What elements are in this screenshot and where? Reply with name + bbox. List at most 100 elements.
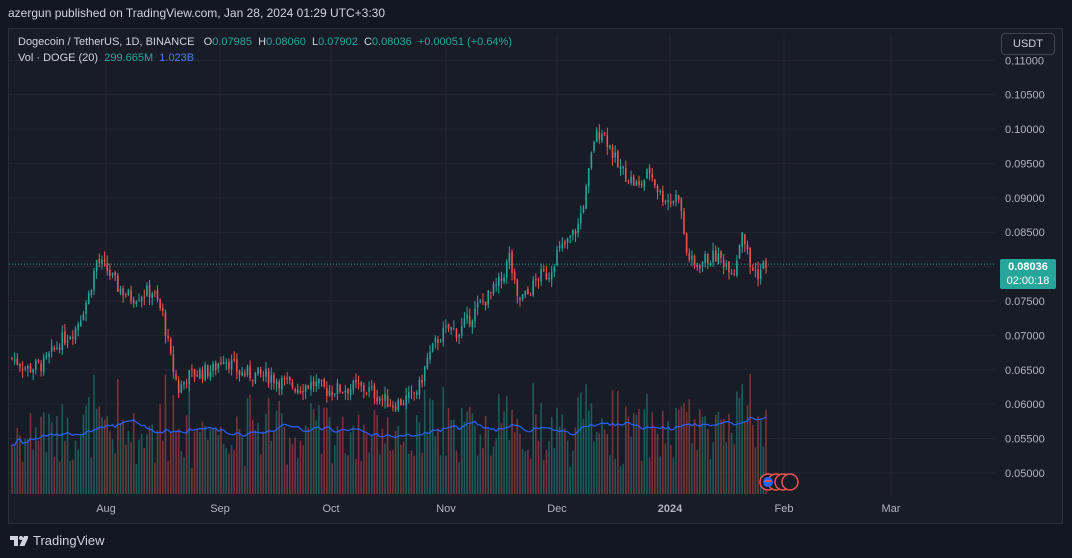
volume-bar <box>323 407 325 494</box>
volume-bar <box>341 416 344 494</box>
candle-body <box>164 312 167 336</box>
x-tick-label: Feb <box>775 503 794 515</box>
currency-button[interactable]: USDT <box>1001 33 1055 55</box>
y-tick-label: 0.10500 <box>1005 90 1045 102</box>
volume-bar <box>746 405 749 494</box>
candle-body <box>286 377 288 380</box>
volume-bar <box>230 445 233 494</box>
volume-bar <box>336 426 339 494</box>
volume-bar <box>302 445 304 494</box>
volume-bar <box>35 427 37 494</box>
candle-body <box>685 233 688 253</box>
volume-bar <box>365 434 368 494</box>
volume-bar <box>439 455 442 494</box>
volume-bar <box>680 406 683 494</box>
volume-bar <box>632 413 635 494</box>
candle-body <box>643 179 646 188</box>
x-tick-label: Dec <box>547 503 567 515</box>
volume-bar <box>291 444 294 494</box>
candle-body <box>318 379 320 384</box>
volume-bar <box>206 439 209 494</box>
tradingview-brand[interactable]: TradingView <box>10 533 105 548</box>
candle-body <box>659 190 661 193</box>
volume-bar <box>106 416 109 494</box>
volume-bar <box>117 379 119 494</box>
candle-body <box>593 142 595 151</box>
event-marker-icon <box>781 473 799 491</box>
volume-bar <box>648 457 651 494</box>
volume-bar <box>730 432 733 494</box>
candle-body <box>503 277 505 283</box>
volume-bar <box>357 414 360 494</box>
candle-body <box>450 326 452 331</box>
volume-bar <box>627 416 630 494</box>
candle-body <box>426 357 429 369</box>
candle-body <box>299 391 302 393</box>
candle-body <box>725 263 728 267</box>
candle-body <box>225 362 228 365</box>
volume-bar <box>442 386 445 494</box>
volume-bar <box>363 424 365 494</box>
volume-bar <box>87 397 90 494</box>
y-tick-label: 0.09000 <box>1005 193 1045 205</box>
candle-body <box>759 269 762 280</box>
candle-body <box>389 405 392 407</box>
candle-body <box>442 328 445 342</box>
volume-bar <box>45 452 48 494</box>
candle-body <box>648 167 651 173</box>
candle-body <box>408 392 410 398</box>
volume-bar <box>685 412 688 494</box>
candle-body <box>757 269 759 280</box>
candle-body <box>339 384 341 393</box>
volume-bar <box>585 384 587 494</box>
volume-bar <box>712 442 714 494</box>
volume-bar <box>119 423 122 494</box>
volume-bar <box>82 414 85 494</box>
candle-body <box>244 373 246 376</box>
volume-bar <box>495 438 497 494</box>
candle-body <box>193 369 196 377</box>
x-tick-label: Sep <box>210 503 230 515</box>
volume-bar <box>609 455 611 494</box>
volume-bar <box>392 450 394 494</box>
volume-bar <box>659 456 661 494</box>
candle-body <box>378 398 381 401</box>
volume-bar <box>474 425 476 494</box>
volume-bar <box>672 457 675 494</box>
candle-body <box>418 379 421 395</box>
volume-bar <box>667 421 669 494</box>
candle-body <box>381 398 384 400</box>
candle-body <box>85 302 87 314</box>
candle-body <box>527 288 529 294</box>
candle-body <box>619 167 622 169</box>
volume-bar <box>646 393 648 494</box>
volume-bar <box>503 411 505 494</box>
candle-body <box>569 236 572 238</box>
candle-body <box>201 370 204 379</box>
volume-bar <box>553 447 556 494</box>
candle-body <box>609 145 611 149</box>
volume-bar <box>53 456 56 494</box>
volume-bar <box>275 410 278 494</box>
candle-body <box>106 263 109 271</box>
candle-body <box>56 347 58 349</box>
volume-bar <box>624 406 627 494</box>
volume-label: Vol · DOGE (20) <box>18 52 99 64</box>
volume-bar <box>590 403 593 494</box>
candle-body <box>590 152 593 168</box>
volume-bar <box>445 455 447 494</box>
volume-bar <box>191 467 193 494</box>
candle-body <box>741 232 743 247</box>
volume-bar <box>484 415 487 494</box>
candle-body <box>344 390 347 393</box>
candle-body <box>733 273 736 275</box>
volume-bar <box>310 403 312 494</box>
volume-bar <box>598 433 601 494</box>
volume-bar <box>738 397 741 494</box>
volume-bar <box>453 419 455 494</box>
candle-body <box>347 388 349 394</box>
candle-body <box>249 365 251 379</box>
volume-bar <box>373 409 376 494</box>
volume-bar <box>352 425 355 494</box>
